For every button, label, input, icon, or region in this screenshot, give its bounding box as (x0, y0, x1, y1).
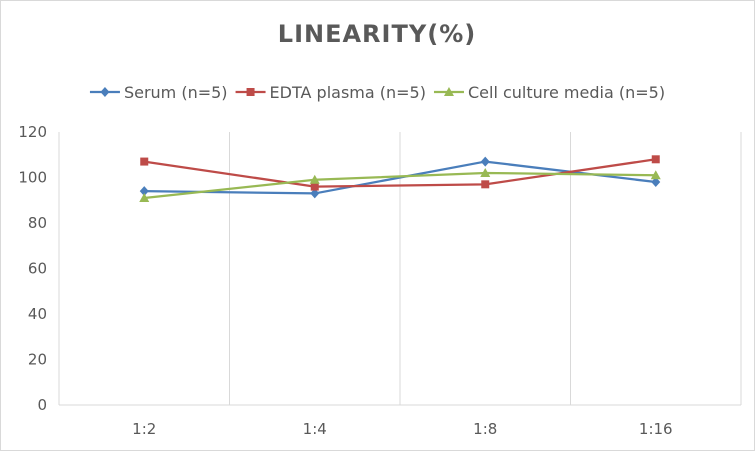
legend-item-edta-plasma-n-5: EDTA plasma (n=5) (235, 83, 426, 102)
legend-marker (443, 87, 454, 96)
x-tick-label: 1:16 (639, 420, 673, 438)
cell-culture-media-n-5-point (480, 167, 491, 177)
cell-culture-media-n-5-point (650, 170, 661, 180)
y-tick-label: 80 (28, 214, 47, 232)
y-tick-label: 120 (18, 123, 47, 141)
legend-item-cell-culture-media-n-5: Cell culture media (n=5) (433, 83, 665, 102)
legend-label: Cell culture media (n=5) (468, 83, 665, 102)
serum-n-5-point (310, 188, 320, 199)
legend-marker (246, 88, 255, 96)
x-tick-label: 1:2 (132, 420, 156, 438)
x-tick-label: 1:8 (473, 420, 497, 438)
edta-plasma-n-5-point (481, 180, 490, 189)
cell-culture-media-n-5-point (139, 192, 150, 202)
serum-n-5-point (139, 186, 149, 197)
x-tick-label: 1:4 (303, 420, 327, 438)
y-tick-label: 40 (28, 305, 47, 323)
y-tick-label: 20 (28, 351, 47, 369)
serum-n-5-point (480, 156, 490, 167)
edta-plasma-n-5-line (144, 158, 656, 188)
serum-n-5-point (651, 177, 661, 188)
chart-title: LINEARITY(%) (278, 20, 476, 48)
y-tick-label: 100 (18, 169, 47, 187)
legend-item-serum-n-5: Serum (n=5) (89, 83, 228, 102)
legend-label: EDTA plasma (n=5) (270, 83, 426, 102)
y-tick-label: 60 (28, 260, 47, 278)
legend-label: Serum (n=5) (124, 83, 228, 102)
edta-plasma-n-5-point (651, 155, 660, 164)
legend-marker (100, 87, 110, 97)
x-axis: 1:2 1:4 1:8 1:16 (59, 404, 741, 438)
cell-culture-media-n-5-point (309, 174, 320, 184)
series-edta-plasma-n-5 (140, 155, 660, 191)
cell-culture-media-n-5-line (144, 171, 656, 200)
edta-plasma-n-5-point (140, 157, 149, 166)
y-axis: 0 20 40 60 80 100 120 (18, 123, 60, 414)
edta-plasma-n-5-point (310, 182, 319, 191)
legend: Serum (n=5) EDTA plasma (n=5) Cell culture… (89, 83, 665, 102)
y-tick-label: 0 (37, 396, 47, 414)
series-cell-culture-media-n-5 (139, 167, 661, 202)
series-group (139, 155, 661, 202)
